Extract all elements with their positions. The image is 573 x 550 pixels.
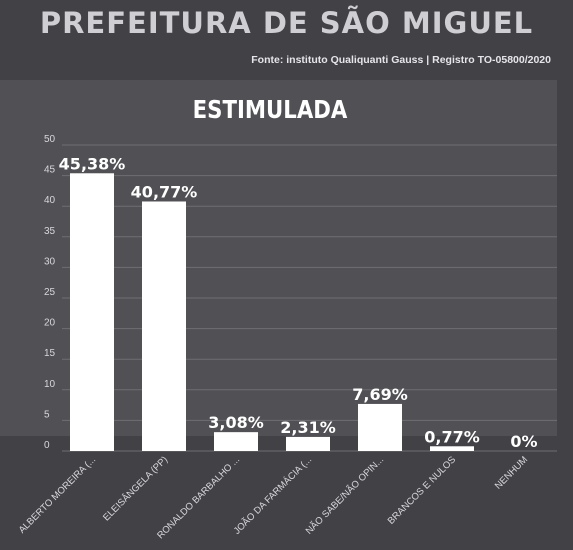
y-tick-label: 5 — [44, 409, 50, 420]
y-tick-label: 50 — [44, 134, 56, 145]
bar — [286, 436, 330, 451]
bar — [142, 201, 186, 451]
bar — [430, 446, 474, 451]
page-title: PREFEITURA DE SÃO MIGUEL — [39, 6, 534, 40]
x-category-label: BRANCOS E NULOS — [386, 454, 458, 526]
bar — [358, 403, 402, 451]
data-label: 3,08% — [208, 413, 264, 432]
y-tick-label: 25 — [44, 287, 56, 298]
y-tick-label: 40 — [44, 195, 56, 206]
data-label: 0,77% — [424, 427, 480, 446]
bar — [214, 432, 258, 451]
x-category-label: ELEISÂNGELA (PP) — [101, 454, 170, 523]
y-tick-label: 30 — [44, 256, 56, 267]
y-tick-label: 10 — [44, 379, 56, 390]
y-tick-label: 35 — [44, 226, 56, 237]
y-tick-label: 0 — [44, 440, 50, 451]
x-category-label: NÃO SABE/NÃO OPIN... — [304, 454, 386, 536]
source-note: Fonte: instituto Qualiquanti Gauss | Reg… — [251, 54, 551, 66]
data-label: 40,77% — [131, 182, 198, 201]
x-category-label: RONALDO BARBALHO ... — [155, 454, 242, 541]
bar — [70, 173, 114, 451]
y-tick-label: 15 — [44, 348, 56, 359]
x-category-label: JOÃO DA FARMÁCIA (... — [232, 454, 314, 536]
data-label: 7,69% — [352, 385, 408, 404]
x-category-label: NENHUM — [493, 454, 530, 491]
y-tick-label: 45 — [44, 165, 56, 176]
data-label: 2,31% — [280, 418, 336, 437]
x-category-label: ALBERTO MOREIRA (... — [17, 454, 98, 535]
chart-title: ESTIMULADA — [192, 95, 348, 124]
y-tick-label: 20 — [44, 318, 56, 329]
data-label: 45,38% — [59, 154, 126, 173]
data-label: 0% — [510, 432, 537, 451]
